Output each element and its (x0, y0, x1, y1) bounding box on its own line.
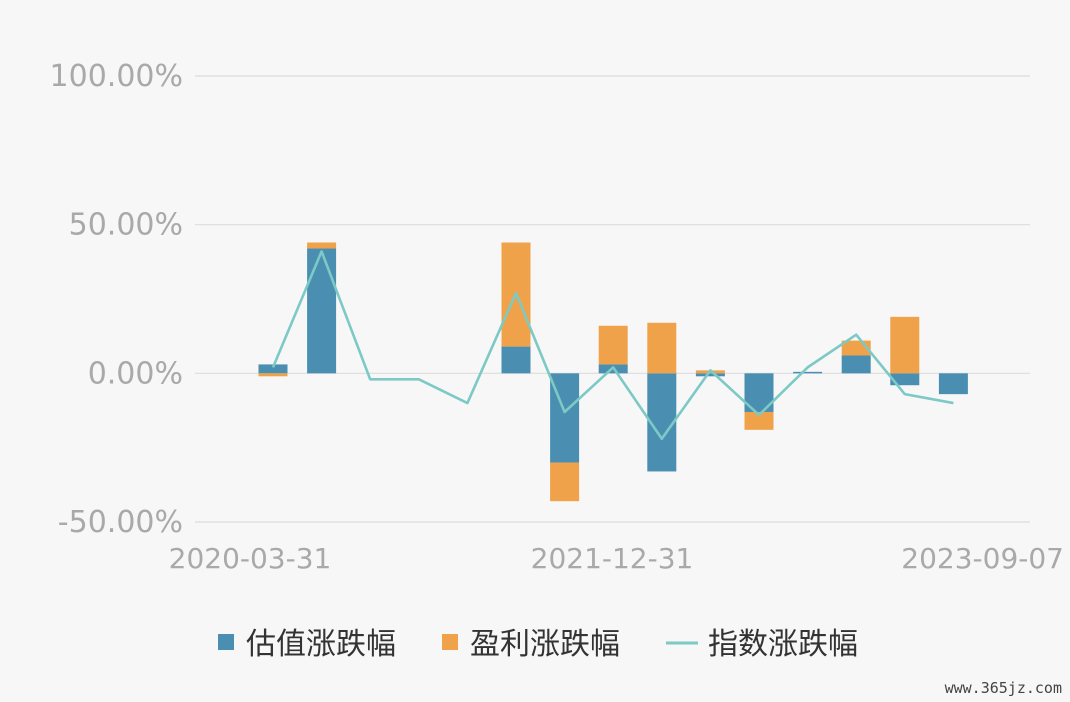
y-tick-label: 50.00% (69, 208, 183, 243)
legend-label: 指数涨跌幅 (708, 627, 858, 662)
valuation-bar (793, 371, 823, 374)
earnings-bar (890, 316, 920, 374)
valuation-bar (938, 373, 968, 395)
bars (258, 242, 968, 502)
y-tick-label: 100.00% (50, 59, 183, 94)
legend-label: 盈利涨跌幅 (470, 627, 620, 662)
index-line (271, 250, 954, 441)
legend-label: 估值涨跌幅 (246, 627, 396, 662)
legend-swatch (442, 634, 458, 650)
watermark: www.365jz.com (945, 679, 1062, 697)
earnings-bar (550, 462, 580, 502)
valuation-bar (890, 373, 920, 386)
valuation-bar (307, 248, 337, 374)
earnings-bar (307, 242, 337, 249)
index-line-path (271, 250, 954, 441)
y-tick-label: -50.00% (58, 505, 183, 540)
valuation-bar (841, 355, 871, 374)
valuation-bar (501, 346, 531, 374)
earnings-bar (598, 325, 628, 365)
earnings-bar (647, 322, 677, 374)
valuation-bar (695, 373, 725, 377)
earnings-bar (258, 373, 288, 377)
legend-swatch (218, 634, 234, 650)
y-axis-ticks: 100.00% 50.00% 0.00% -50.00% (50, 59, 183, 540)
legend: 估值涨跌幅 盈利涨跌幅 指数涨跌幅 (218, 627, 858, 662)
valuation-bar (258, 364, 288, 374)
x-tick-label: 2021-12-31 (531, 542, 694, 575)
x-axis-ticks: 2020-03-31 2021-12-31 2023-09-07 (169, 542, 1064, 575)
y-tick-label: 0.00% (88, 356, 183, 391)
earnings-bar (744, 411, 774, 430)
x-tick-label: 2020-03-31 (169, 542, 332, 575)
x-tick-label: 2023-09-07 (901, 542, 1064, 575)
